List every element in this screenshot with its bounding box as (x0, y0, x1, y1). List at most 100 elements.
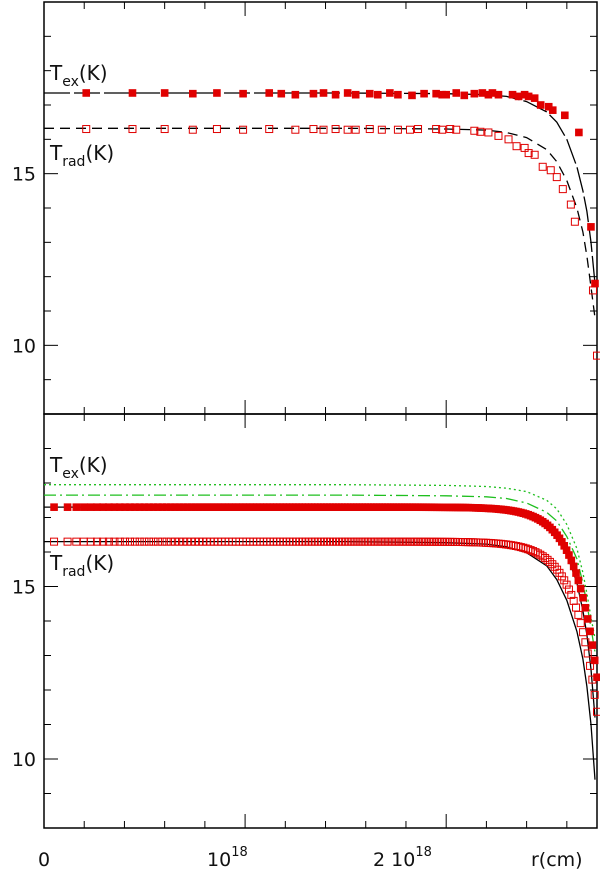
trad-point (430, 537, 439, 546)
trad-point (414, 537, 423, 546)
trad-point (530, 150, 539, 159)
trad-point (546, 166, 555, 175)
tex-point (587, 223, 595, 231)
tex-point (530, 94, 539, 102)
tex-point (189, 89, 197, 98)
tex-point (452, 89, 461, 97)
tex-point (343, 89, 352, 97)
trad-point (504, 135, 513, 144)
trad-point (188, 125, 197, 134)
tex-point (160, 89, 169, 97)
tex-point (63, 503, 72, 511)
trad-point (239, 125, 248, 134)
trad-point (453, 537, 462, 546)
tex-point (561, 111, 569, 120)
trad-point (548, 560, 557, 569)
trad-point (476, 127, 485, 136)
trad-point (570, 217, 579, 226)
y-tick-label: 15 (12, 164, 36, 186)
trad-point (481, 538, 490, 547)
top-y-tick-labels: 10 15 (12, 164, 36, 358)
trad-point (520, 143, 529, 152)
trad-point (474, 538, 483, 547)
trad-point (212, 125, 221, 134)
trad-point (471, 538, 480, 547)
top-axis-ticks (43, 1, 597, 415)
tex-point (50, 503, 58, 511)
tex-point (351, 90, 360, 99)
trad-point (443, 537, 452, 546)
tex-point (82, 89, 91, 97)
trad-point (171, 537, 180, 546)
tex-point (309, 89, 318, 98)
x-tick-label-1e18: 1018 (207, 845, 248, 871)
trad-point (476, 538, 485, 547)
trad-point (512, 142, 521, 151)
trad-point (291, 125, 300, 134)
bottom-data-points (50, 503, 600, 716)
trad-point (99, 537, 108, 546)
tex-point (569, 562, 578, 571)
trad-point (448, 537, 457, 546)
y-tick-label: 10 (12, 335, 36, 357)
trad-point (432, 125, 441, 134)
trad-point (446, 125, 455, 134)
trad-point (469, 538, 478, 547)
tex-point (420, 89, 428, 98)
top-label-trad: Trad(K) (49, 141, 114, 170)
trad-point (110, 537, 119, 546)
tex-point (574, 576, 583, 585)
trad-point (494, 131, 503, 140)
trad-point (456, 538, 465, 547)
x-tick-labels: 0 1018 2 1018 r(cm) (38, 845, 583, 871)
trad-point (135, 537, 144, 546)
trad-point (414, 125, 423, 134)
tex-point (572, 569, 580, 577)
trad-point (583, 649, 592, 658)
trad-point (586, 661, 595, 670)
trad-point (144, 537, 153, 546)
trad-point (319, 125, 328, 134)
trad-point (458, 538, 467, 547)
trad-point (435, 537, 444, 546)
tex-point (588, 641, 597, 649)
trad-point (543, 555, 552, 564)
trad-point (377, 125, 386, 134)
tex-point (128, 89, 137, 97)
tex-point (319, 89, 328, 97)
trad-point (82, 125, 91, 134)
trad-point (130, 537, 139, 546)
tex-point (536, 101, 545, 109)
top-data-points (82, 89, 600, 360)
top-label-tex: Tex(K) (49, 61, 108, 90)
tex-point (593, 673, 600, 682)
trad-point (153, 537, 162, 546)
trad-point (343, 125, 352, 134)
x-tick-label-0: 0 (38, 849, 50, 871)
tex-point (591, 279, 599, 288)
trad-point (166, 537, 175, 546)
tex-point (581, 603, 590, 612)
trad-point (128, 125, 137, 134)
trad-point (179, 537, 188, 546)
trad-point (115, 537, 124, 546)
trad-point (93, 537, 102, 546)
tex-point (579, 593, 587, 602)
trad-point (566, 200, 575, 209)
trad-point (524, 149, 533, 158)
trad-point (461, 538, 470, 547)
trad-point (572, 603, 581, 612)
model-curve (44, 484, 596, 639)
trad-point (466, 538, 475, 547)
trad-point (588, 286, 597, 295)
tex-point (291, 90, 300, 99)
trad-point (140, 537, 149, 546)
tex-point (470, 89, 479, 98)
trad-point (175, 537, 184, 546)
trad-point (416, 537, 425, 546)
trad-point (479, 538, 488, 547)
top-panel: 10 15 Tex(K) Trad(K) (12, 1, 600, 415)
trad-point (265, 125, 274, 134)
trad-point (560, 576, 569, 585)
